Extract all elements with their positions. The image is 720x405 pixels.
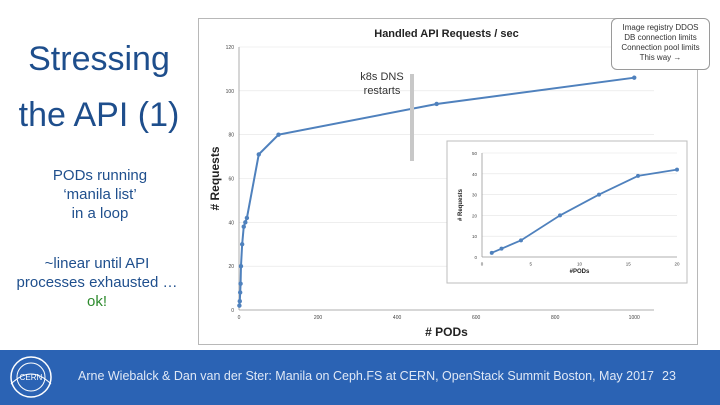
logo-text: CERN (20, 373, 43, 382)
inset-x-tick-label: 0 (481, 262, 484, 267)
main-x-tick-label: 400 (393, 315, 402, 321)
main-data-point (276, 132, 281, 137)
slide-title-line-1: Stressing (28, 40, 170, 78)
slide-title-line-2: the API (1) (18, 96, 180, 134)
main-y-tick-label: 80 (228, 133, 234, 139)
bullet-line: processes exhausted … (16, 274, 178, 291)
callout-box: Image registry DDOS DB connection limits… (611, 18, 710, 70)
bullet-line: in a loop (71, 205, 129, 222)
main-y-axis-label: # Requests (208, 146, 222, 210)
main-y-tick-label: 120 (226, 45, 235, 51)
inset-data-point (597, 192, 601, 197)
main-data-point (256, 152, 261, 157)
chart-figure: 0 20 40 60 80 100 120 0 200 400 600 800 1000 Handled … (198, 18, 698, 345)
main-data-point (243, 220, 248, 225)
inset-y-tick-label: 10 (472, 234, 478, 239)
main-data-point (238, 263, 244, 269)
main-chart-title: Handled API Requests / sec (374, 28, 518, 40)
main-x-axis-label: # PODs (425, 325, 468, 339)
main-x-tick-label: 600 (472, 315, 481, 321)
bullet-line: ~linear until API (44, 255, 150, 272)
inset-y-tick-label: 40 (472, 172, 478, 177)
inset-y-tick-label: 50 (472, 151, 478, 156)
footer-text: Arne Wiebalck & Dan van der Ster: Manila… (78, 369, 654, 383)
main-y-tick-label: 0 (231, 308, 234, 314)
main-y-tick-label: 20 (228, 264, 234, 270)
inset-x-tick-label: 5 (529, 262, 532, 267)
annotation-text: restarts (364, 85, 401, 97)
main-data-point (434, 101, 439, 107)
main-x-tick-label: 1000 (629, 315, 640, 321)
callout-line: Connection pool limits (621, 43, 700, 52)
inset-data-point (499, 246, 504, 251)
inset-data-point (636, 173, 640, 178)
callout-line: This way → (639, 53, 682, 62)
inset-data-point (489, 250, 494, 255)
main-data-point (238, 281, 243, 286)
main-data-point (241, 224, 246, 229)
inset-data-point (675, 167, 679, 172)
inset-data-point (519, 238, 523, 243)
main-x-tick-label: 200 (314, 315, 323, 321)
page-number: 23 (662, 369, 676, 383)
callout-line: DB connection limits (624, 33, 697, 42)
inset-data-point (558, 213, 562, 218)
bullet-line: PODs running (52, 167, 148, 184)
main-y-tick-label: 60 (228, 177, 234, 183)
inset-y-axis-label: # Requests (458, 188, 464, 221)
main-y-tick-label: 40 (228, 220, 234, 226)
bullet-pods-running: PODs running ‘manila list’ in a loop (20, 166, 180, 223)
main-y-tick-label: 100 (226, 89, 235, 95)
inset-y-tick-label: 30 (472, 193, 478, 198)
callout-line: Image registry DDOS (622, 23, 699, 32)
bullet-ok: ok! (86, 293, 107, 310)
inset-x-tick-label: 10 (577, 262, 583, 267)
bullet-line: ‘manila list’ (63, 186, 137, 203)
cern-logo-icon: CERN (10, 356, 52, 398)
main-data-point (632, 75, 637, 80)
main-data-point (244, 215, 250, 221)
main-data-point (237, 299, 242, 304)
inset-x-axis-label: #PODs (570, 269, 590, 275)
main-data-point (239, 242, 245, 247)
main-data-point (237, 290, 243, 295)
inset-x-tick-label: 15 (626, 262, 632, 267)
main-data-point (237, 303, 242, 308)
inset-y-tick-label: 20 (472, 213, 478, 218)
inset-x-tick-label: 20 (674, 262, 680, 267)
annotation-text: k8s DNS (360, 71, 403, 83)
footer-bar (0, 350, 720, 405)
main-x-tick-label: 0 (238, 315, 241, 321)
main-x-tick-label: 800 (551, 315, 560, 321)
bullet-linear: ~linear until API processes exhausted … … (4, 254, 190, 311)
inset-y-tick-label: 0 (474, 255, 477, 260)
